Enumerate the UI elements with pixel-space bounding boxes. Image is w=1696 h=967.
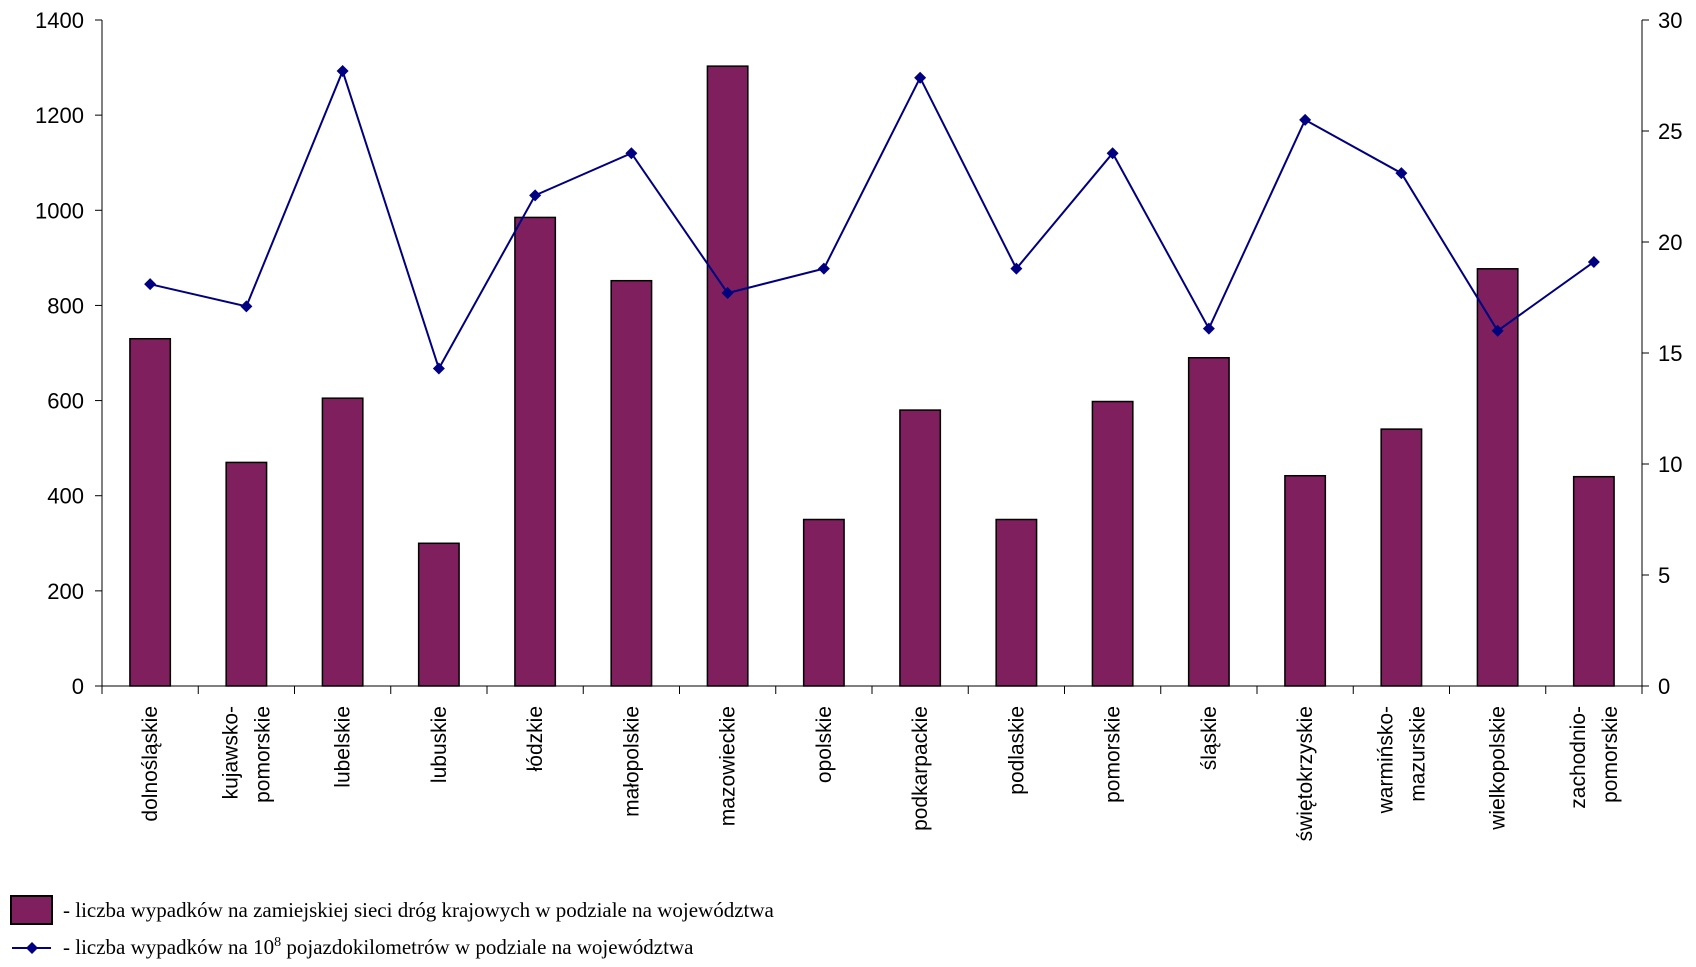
legend-bar-label: - liczba wypadków na zamiejskiej sieci d… — [63, 897, 774, 922]
line-marker — [1587, 255, 1600, 268]
line-marker — [432, 362, 445, 375]
left-tick-label: 800 — [47, 293, 84, 318]
category-label-line: łódzkie — [524, 706, 547, 771]
bar — [417, 542, 460, 687]
right-tick-label: 0 — [1658, 674, 1670, 699]
line-marker — [240, 300, 253, 313]
legend-bar-entry: - liczba wypadków na zamiejskiej sieci d… — [10, 895, 774, 925]
right-tick-label: 25 — [1658, 119, 1682, 144]
line-marker — [1010, 262, 1023, 275]
legend-line-swatch — [12, 941, 51, 954]
bar — [610, 279, 653, 687]
chart-canvas: 0 200 400 600 800 1000 1200 1400 0 5 10 15 20 25 30 d… — [35, 8, 1682, 841]
bar — [514, 216, 557, 687]
bar — [225, 461, 268, 687]
category-label-line: zachodnio- — [1567, 706, 1590, 809]
category-label-line: śląskie — [1198, 706, 1221, 770]
category-label-line: podkarpackie — [909, 706, 932, 831]
line-marker — [625, 147, 638, 160]
category-label-line: małopolskie — [620, 706, 643, 817]
category-label-line: mazurskie — [1406, 706, 1429, 802]
category-label: świętokrzyskie — [1294, 706, 1317, 841]
category-label-line: podlaskie — [1005, 706, 1028, 795]
line-marker — [1202, 322, 1215, 335]
line-marker — [721, 287, 734, 300]
category-label-line: pomorskie — [251, 706, 274, 803]
left-tick-label: 1400 — [35, 8, 84, 33]
bar — [899, 409, 942, 687]
line-marker — [1395, 167, 1408, 180]
category-label: zachodnio-pomorskie — [1567, 706, 1622, 809]
bar — [802, 518, 845, 687]
line-path — [149, 68, 1595, 372]
right-tick-label: 15 — [1658, 341, 1682, 366]
line-marker — [336, 65, 349, 78]
bar — [995, 518, 1038, 687]
bar — [1284, 474, 1327, 687]
left-tick-label: 400 — [47, 484, 84, 509]
category-label: kujawsko-pomorskie — [219, 706, 274, 803]
left-tick-label: 200 — [47, 579, 84, 604]
x-axis — [101, 685, 1643, 694]
line-marker — [1491, 324, 1504, 337]
category-label: wielkopolskie — [1487, 706, 1510, 831]
bar-series — [129, 65, 1615, 687]
category-label: śląskie — [1198, 706, 1221, 770]
category-label: pomorskie — [1102, 706, 1125, 803]
right-tick-label: 20 — [1658, 230, 1682, 255]
bar — [1380, 428, 1423, 687]
category-label: podkarpackie — [909, 706, 932, 831]
left-y-axis: 0 200 400 600 800 1000 1200 1400 — [35, 8, 103, 699]
line-marker — [144, 278, 157, 291]
category-label-line: mazowieckie — [717, 706, 740, 826]
category-label-line: dolnośląskie — [139, 706, 162, 822]
category-label-line: opolskie — [813, 706, 836, 783]
category-label-line: lubuskie — [428, 706, 451, 783]
line-marker — [529, 189, 542, 202]
right-tick-label: 5 — [1658, 563, 1670, 588]
bar — [1572, 475, 1615, 687]
left-tick-label: 0 — [72, 674, 84, 699]
left-tick-label: 1200 — [35, 103, 84, 128]
category-label: warmińsko-mazurskie — [1374, 706, 1429, 814]
category-label-line: warmińsko- — [1374, 706, 1397, 814]
bar — [1091, 400, 1134, 687]
category-label-line: kujawsko- — [219, 706, 242, 799]
category-label-line: lubelskie — [332, 706, 355, 788]
legend-line-entry: - liczba wypadków na 108 pojazdokilometr… — [10, 935, 693, 960]
line-series — [144, 65, 1600, 375]
line-marker — [817, 262, 830, 275]
bar — [1476, 268, 1519, 687]
category-label: opolskie — [813, 706, 836, 783]
bar — [321, 397, 364, 687]
legend-line-label: - liczba wypadków na 108 pojazdokilometr… — [63, 935, 694, 959]
category-label: podlaskie — [1005, 706, 1028, 795]
category-label: lubuskie — [428, 706, 451, 783]
bar — [129, 337, 172, 687]
category-label: mazowieckie — [717, 706, 740, 826]
category-label-line: pomorskie — [1599, 706, 1622, 803]
bar — [706, 65, 749, 687]
category-label: małopolskie — [620, 706, 643, 817]
left-tick-label: 1000 — [35, 198, 84, 223]
line-marker — [914, 71, 927, 84]
line-marker — [1106, 147, 1119, 160]
category-label: dolnośląskie — [139, 706, 162, 822]
bar — [1187, 357, 1230, 687]
legend-bar-swatch — [10, 895, 53, 925]
right-tick-label: 30 — [1658, 8, 1682, 33]
left-tick-label: 600 — [47, 389, 84, 414]
right-tick-label: 10 — [1658, 452, 1682, 477]
category-label-line: świętokrzyskie — [1294, 706, 1317, 841]
line-marker — [1299, 113, 1312, 126]
category-label: łódzkie — [524, 706, 547, 771]
right-y-axis: 0 5 10 15 20 25 30 — [1641, 8, 1682, 699]
category-label: lubelskie — [332, 706, 355, 788]
category-labels: dolnośląskie kujawsko-pomorskie lubelskie l… — [139, 706, 1622, 841]
category-label-line: wielkopolskie — [1487, 706, 1510, 831]
category-label-line: pomorskie — [1102, 706, 1125, 803]
